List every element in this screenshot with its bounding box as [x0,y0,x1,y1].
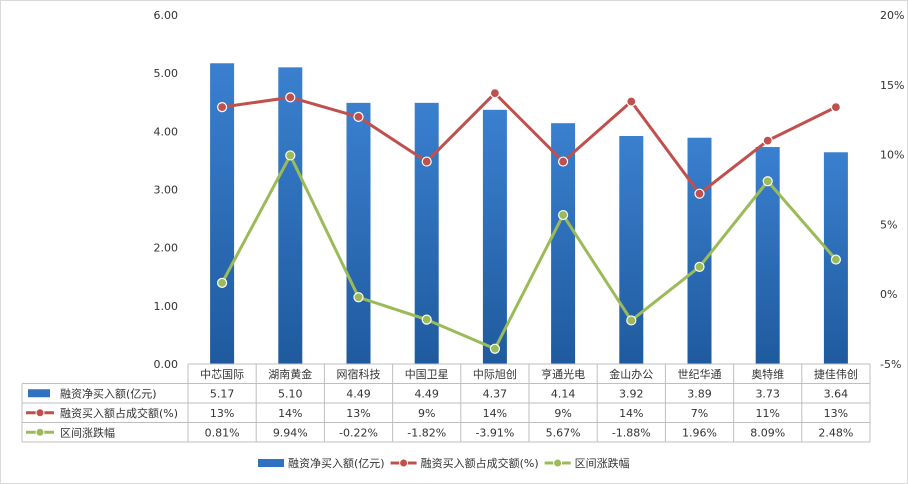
legend-key-bar [28,389,50,398]
bar [210,63,235,365]
table-cell-value: 0.81% [205,426,240,439]
table-cell-value: 4.14 [551,387,576,400]
y-left-tick-label: 4.00 [154,125,179,138]
x-tick-label: 中际旭创 [473,367,517,381]
y-right-tick-label: -5% [880,358,901,371]
line-point [489,88,500,99]
line-point [830,254,842,265]
table-cell-value: 11% [755,407,779,420]
line-point [285,150,296,161]
table-cell-value: 13% [346,407,370,420]
line-point [626,96,637,107]
bar [278,67,303,364]
line-point [626,315,637,326]
series-line [221,91,837,196]
table-series-name: 融资净买入额(亿元) [60,386,157,400]
table-cell-value: 9% [554,407,571,420]
table-cell-value: 4.49 [346,387,371,400]
table-cell-value: 4.37 [483,387,508,400]
y-left-tick-label: 1.00 [154,300,179,313]
table-cell-value: 3.73 [755,387,780,400]
table-cell-value: 9.94% [273,426,308,439]
legend-key-marker [35,427,45,437]
y-right-tick-label: 5% [880,218,897,231]
y-left-tick-label: 3.00 [154,184,179,197]
bar [619,135,644,364]
table-series-name: 融资买入额占成交额(%) [60,406,178,420]
x-tick-label: 捷佳伟创 [814,367,858,381]
table-cell-value: 7% [691,407,708,420]
line-point [489,343,500,354]
y-left-tick-label: 2.00 [154,242,179,255]
table-cell-value: 13% [210,407,234,420]
y-right-tick-label: 20% [880,9,904,22]
legend-label: 融资净买入额(亿元) [288,456,385,470]
x-tick-label: 网宿科技 [337,367,381,381]
table-cell-value: 5.10 [278,387,303,400]
x-tick-label: 亨通光电 [541,367,585,381]
y-left-tick-label: 5.00 [154,67,179,80]
line-point [557,156,569,167]
legend-key-bar [258,459,284,467]
line-point [762,176,773,187]
table-cell-value: 4.49 [414,387,439,400]
line-point [421,314,432,325]
table-cell-value: 3.89 [687,387,712,400]
table-cell-value: -1.88% [612,426,651,439]
table-cell-value: -0.22% [339,426,378,439]
table-cell-value: 9% [418,407,435,420]
bar [482,109,507,364]
line-point [285,92,296,103]
line-point [762,135,773,146]
y-right-tick-label: 0% [880,288,897,301]
line-point [217,102,228,113]
table-cell-value: 13% [824,407,848,420]
table-cell-value: 3.64 [824,387,849,400]
table-cell-value: -1.82% [407,426,446,439]
table-cell-value: 14% [278,407,302,420]
x-tick-label: 湖南黄金 [268,367,312,381]
table-cell-value: 2.48% [818,426,853,439]
line-point [353,111,364,123]
line-point [217,277,228,288]
bar [346,102,371,364]
y-left-tick-label: 6.00 [154,9,179,22]
legend-label: 融资买入额占成交额(%) [421,456,539,470]
line-point [557,209,569,221]
legend-key-marker [35,408,45,418]
line-point [421,156,432,167]
legend-key-marker [399,458,409,468]
x-tick-label: 奥特维 [751,367,784,381]
table-cell-value: 8.09% [750,426,785,439]
table-cell-value: -3.91% [475,426,514,439]
table-cell-value: 5.67% [546,426,581,439]
series-line [220,153,838,351]
y-right-tick-label: 10% [880,149,904,162]
x-tick-label: 金山办公 [609,367,653,381]
line-point [353,292,364,303]
line-point [694,261,705,272]
line-point [830,102,842,113]
line-point [694,188,705,199]
x-tick-label: 中芯国际 [200,367,244,381]
y-right-tick-label: 15% [880,79,904,92]
bar [687,137,712,364]
table-cell-value: 14% [619,407,643,420]
legend-label: 区间涨跌幅 [575,456,630,470]
x-tick-label: 世纪华通 [678,367,722,381]
table-series-name: 区间涨跌幅 [60,425,115,439]
table-cell-value: 3.92 [619,387,644,400]
y-left-tick-label: 0.00 [154,358,179,371]
table-cell-value: 1.96% [682,426,717,439]
legend-key-marker [553,458,563,468]
x-tick-label: 中国卫星 [405,368,449,381]
table-cell-value: 5.17 [210,387,235,400]
table-cell-value: 14% [483,407,507,420]
